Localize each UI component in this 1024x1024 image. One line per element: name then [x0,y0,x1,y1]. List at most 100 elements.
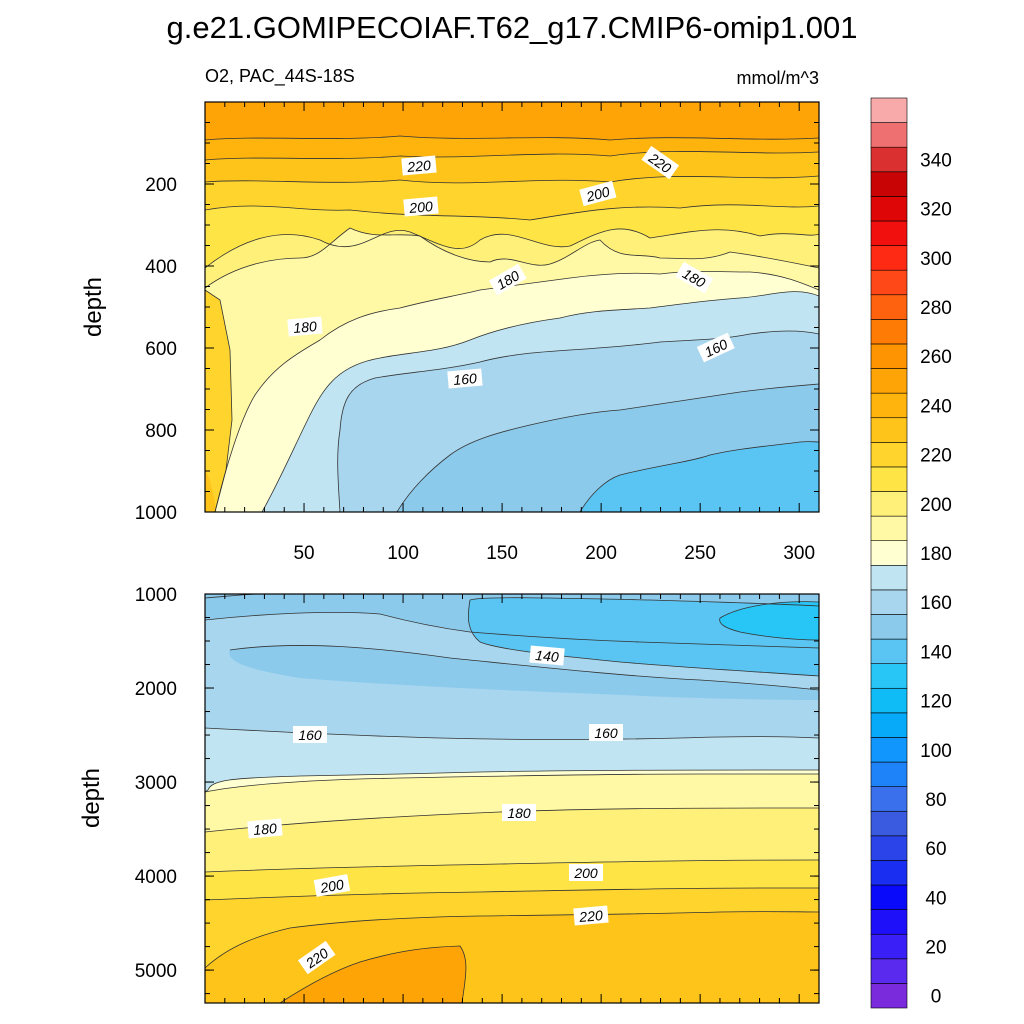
lower-clabel-200b-text: 200 [573,865,598,881]
lower-clabel-220b: 220 [573,905,609,926]
colorbar-label-320: 320 [920,200,952,221]
upper-line-190 [205,228,819,269]
lower-y-axis-label: depth [78,768,105,828]
upper-xtick-label-300: 300 [783,543,815,564]
colorbar-label-220: 220 [920,446,952,467]
upper-line-west [205,289,233,512]
upper-clabel-180c: 180 [287,316,323,337]
lower-clabel-140-text: 140 [535,647,560,665]
lower-clabel-160b-text: 160 [594,725,618,741]
colorbar-label-160: 160 [920,593,952,614]
colorbar-swatch-4 [870,884,908,910]
colorbar-swatch-23 [870,417,908,443]
colorbar-label-240: 240 [920,396,952,417]
lower-clabel-200a-text: 200 [318,876,345,896]
lower-panel: 140 160 160 180 180 200 200 220 220 1000… [78,585,820,1004]
upper-panel: 220 220 200 200 180 180 180 160 160 200 4… [80,101,820,564]
colorbar-swatch-10 [870,737,908,763]
colorbar-swatch-2 [870,933,908,960]
lower-clabel-160b: 160 [589,724,623,741]
lower-clabel-160a: 160 [293,726,327,743]
upper-clabel-220a-text: 220 [406,157,432,175]
colorbar-swatch-35 [870,122,908,148]
lower-line-130b [719,617,819,641]
lower-y-tick-labels: 1000 2000 3000 4000 5000 [135,585,177,982]
upper-line-170 [214,271,819,512]
lower-clabel-140: 140 [529,645,565,666]
upper-clabel-160a-text: 160 [453,370,478,388]
upper-ytick-label-400: 400 [145,257,177,278]
lower-line-140b [467,599,819,677]
colorbar-label-100: 100 [920,741,952,762]
lower-ytick-label-3000: 3000 [135,773,177,794]
lower-line-230 [279,945,467,1003]
upper-line-220 [205,151,819,161]
colorbar-label-40: 40 [925,888,946,909]
lower-ytick-label-1000: 1000 [135,585,177,606]
upper-ytick-label-1000: 1000 [135,503,177,524]
lower-clabel-220b-text: 220 [578,907,604,925]
upper-contour-lines [205,135,819,512]
colorbar-swatch-9 [870,761,908,787]
colorbar-swatch-27 [870,319,908,345]
upper-clabel-200a: 200 [403,196,439,217]
colorbar-swatch-24 [870,392,908,419]
colorbar-swatch-28 [870,294,908,320]
colorbar-swatch-13 [870,663,908,689]
lower-line-130 [719,601,819,619]
colorbar-swatch-29 [870,269,908,296]
upper-clabel-200a-text: 200 [408,198,434,216]
colorbar-swatch-26 [870,343,908,369]
lower-clabel-180b: 180 [502,804,536,821]
upper-clabel-200b-text: 200 [584,183,612,205]
lower-clabel-200b: 200 [569,864,603,881]
lower-plot-frame [204,593,820,1004]
upper-line-150 [337,330,819,512]
upper-xtick-label-150: 150 [486,543,518,564]
upper-ytick-label-200: 200 [145,175,177,196]
upper-xtick-label-250: 250 [684,543,716,564]
colorbar-label-260: 260 [920,347,952,368]
lower-line-170 [205,769,819,793]
lower-line-200 [205,859,819,873]
colorbar-swatch-12 [870,687,908,714]
colorbar-label-280: 280 [920,298,952,319]
colorbar-swatch-14 [870,638,908,664]
colorbar-swatch-3 [870,909,908,935]
colorbar-swatch-17 [870,564,908,591]
colorbar-label-60: 60 [925,839,946,860]
colorbar-swatch-36 [870,97,908,123]
colorbar-swatch-5 [870,860,908,886]
upper-line-140 [396,383,819,512]
lower-clabel-180a: 180 [247,818,283,839]
upper-line-200 [205,204,819,221]
lower-line-220 [205,911,819,969]
chart-title: g.e21.GOMIPECOIAF.T62_g17.CMIP6-omip1.00… [167,10,858,45]
colorbar-label-0: 0 [931,987,942,1008]
colorbar-swatch-31 [870,220,908,246]
upper-clabel-220a: 220 [401,155,437,176]
upper-axis-ticks [205,101,820,513]
upper-fill-130 [580,441,819,512]
upper-contour-labels: 220 220 200 200 180 180 180 160 160 [287,145,735,389]
colorbar-swatch-34 [870,146,908,173]
upper-xtick-label-200: 200 [585,543,617,564]
lower-line-180 [205,773,819,793]
colorbar-swatch-25 [870,368,908,394]
upper-line-210 [205,175,819,184]
lower-ytick-label-2000: 2000 [135,679,177,700]
colorbar-swatch-15 [870,614,908,640]
lower-clabel-200a: 200 [313,874,351,897]
upper-west-tongue-inner [205,470,217,512]
colorbar-swatch-22 [870,442,908,468]
colorbar-swatch-16 [870,589,908,615]
upper-x-tick-labels: 50 100 150 200 250 300 [293,543,815,564]
colorbar-label-300: 300 [920,249,952,270]
colorbar-label-180: 180 [920,544,952,565]
lower-line-145 [229,645,819,691]
upper-line-160 [261,291,819,512]
colorbar-label-20: 20 [925,938,946,959]
units-label: mmol/m^3 [737,68,819,88]
upper-line-180 [205,227,819,289]
